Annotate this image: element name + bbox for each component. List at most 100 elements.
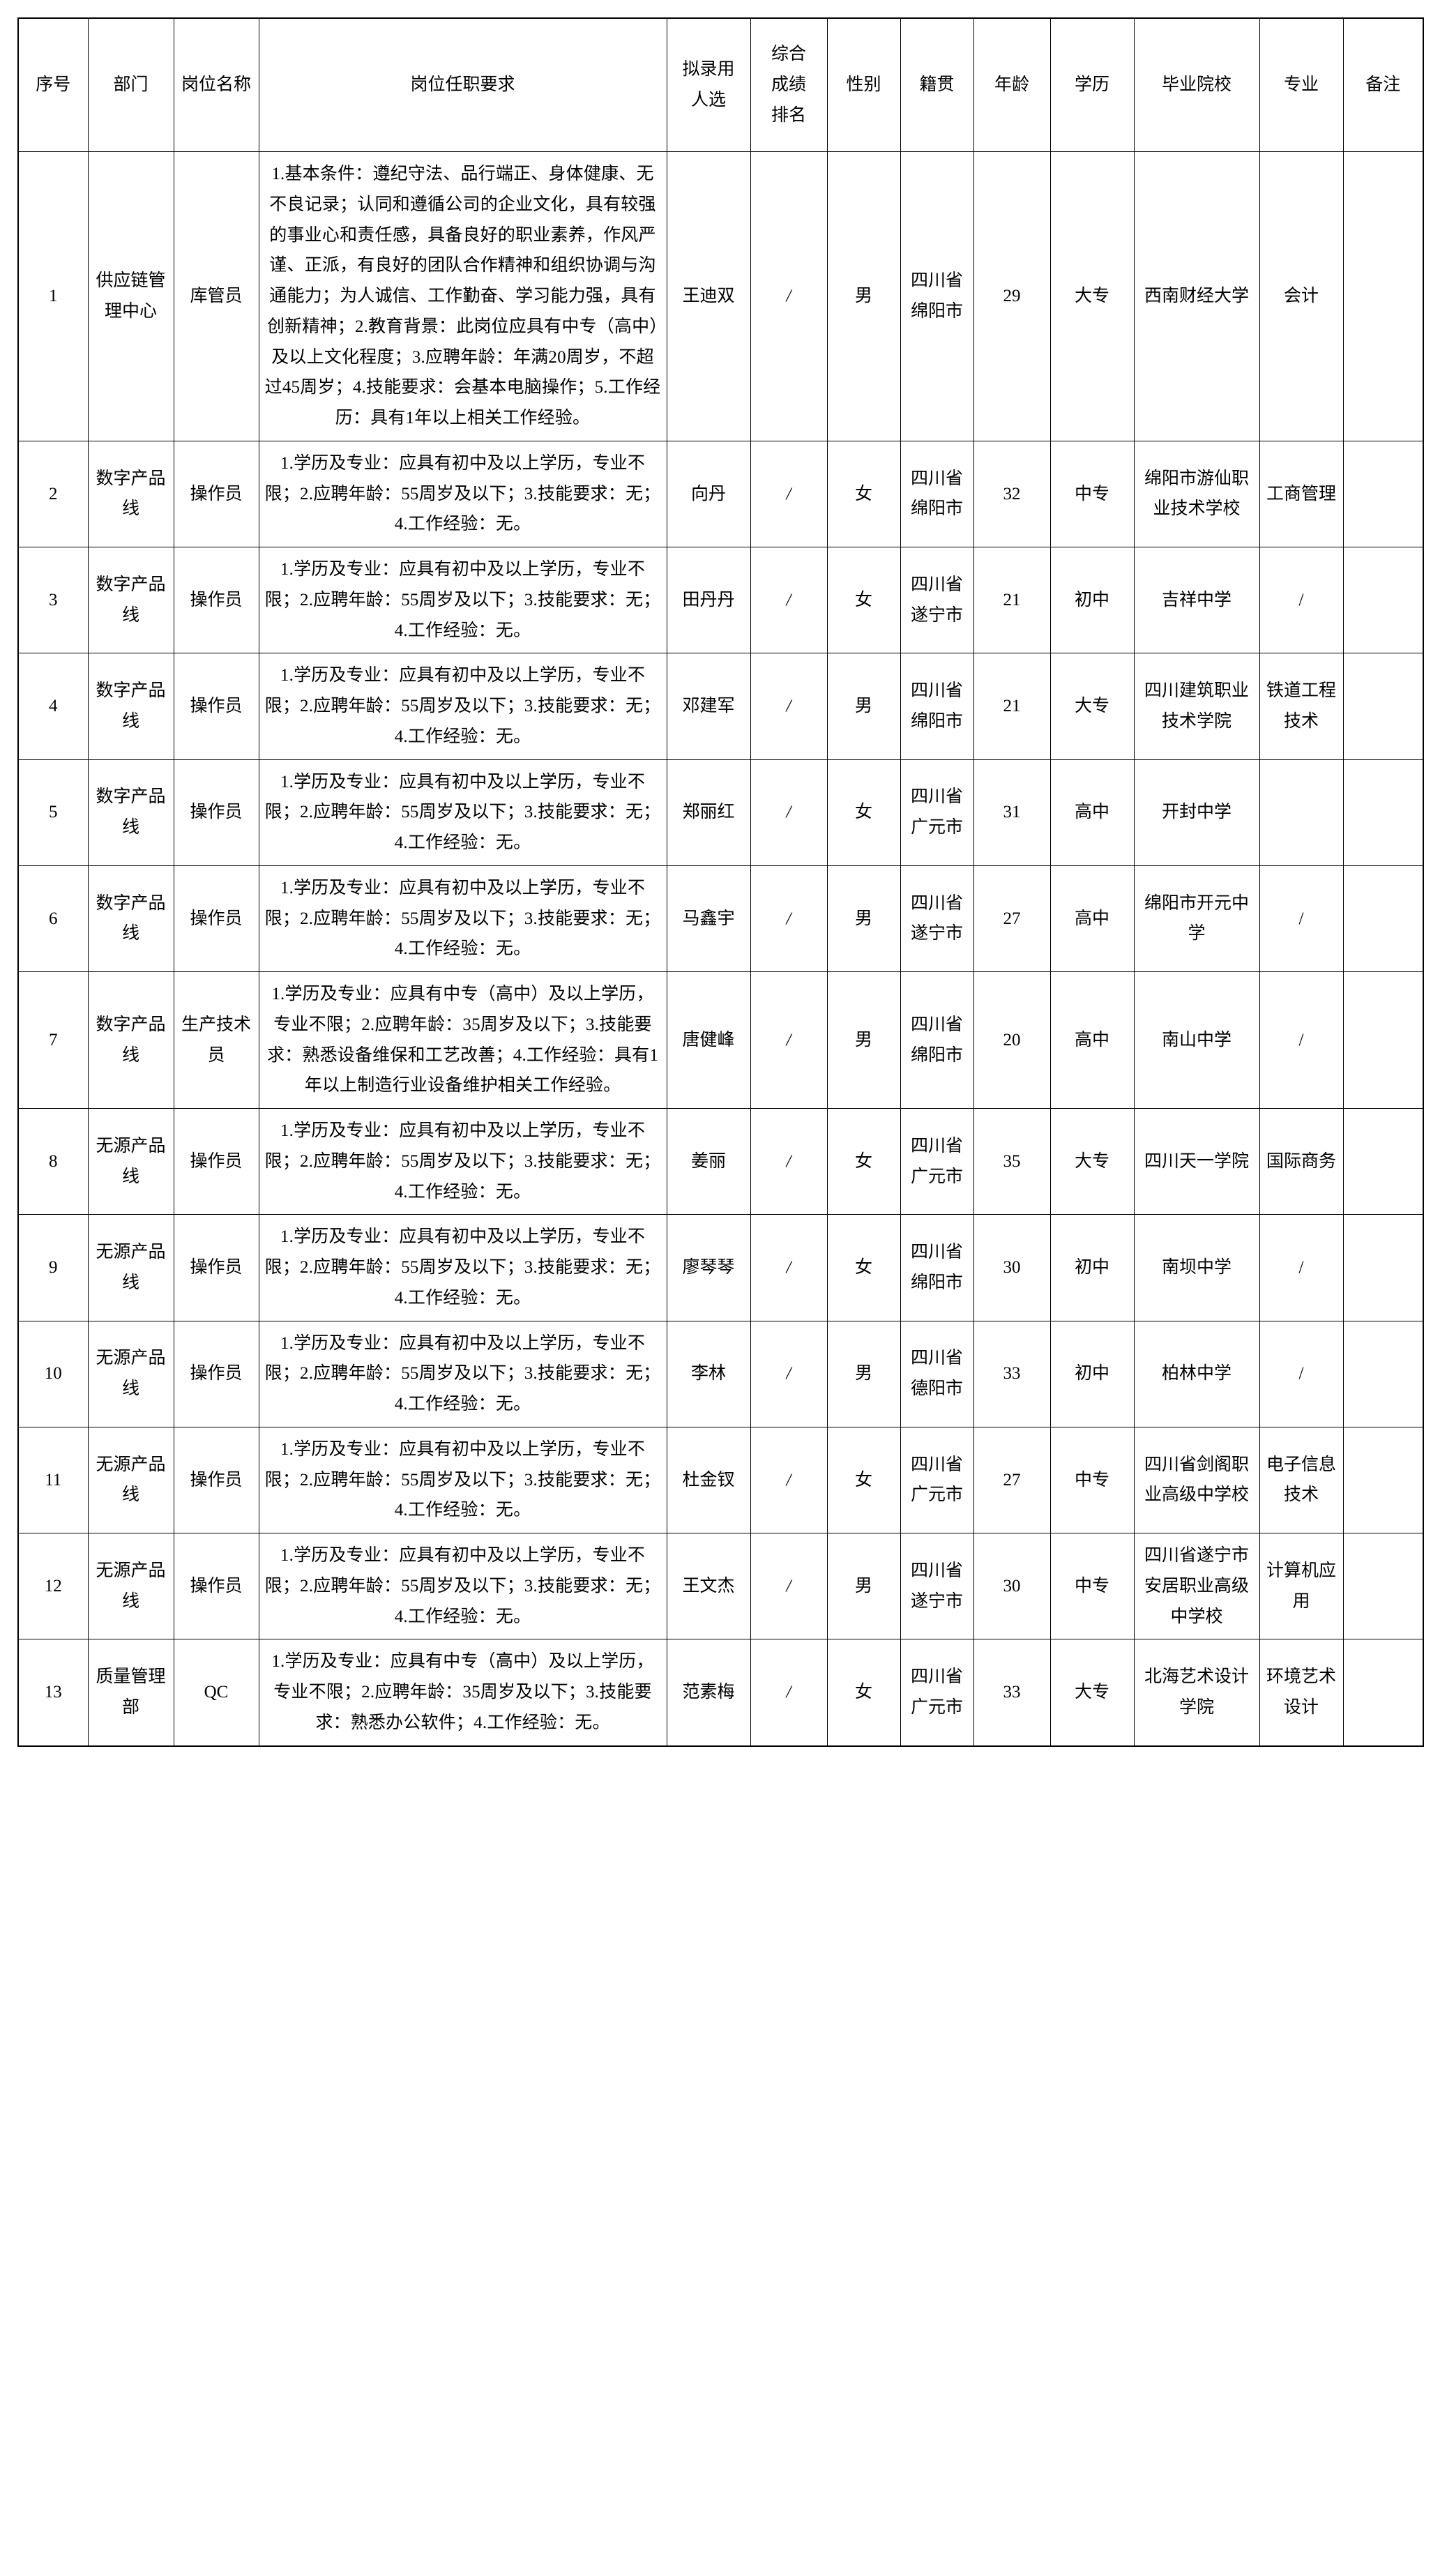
- cell-education: 初中: [1049, 1214, 1135, 1321]
- cell-origin: 四川省绵阳市: [900, 440, 974, 548]
- cell-age: 31: [973, 759, 1051, 866]
- cell-sex: 男: [826, 1320, 901, 1427]
- cell-school: 四川省遂宁市安居职业高级中学校: [1133, 1532, 1260, 1640]
- cell-age: 35: [973, 1107, 1051, 1215]
- cell-sex: 男: [826, 151, 901, 441]
- cell-education: 中专: [1049, 440, 1135, 548]
- cell-candidate: 马鑫宇: [666, 865, 751, 973]
- cell-note: [1342, 1426, 1424, 1534]
- cell-dept: 数字产品线: [87, 759, 174, 866]
- table-body: 1 供应链管理中心 库管员 1.基本条件：遵纪守法、品行端正、身体健康、无不良记录；认…: [17, 151, 1424, 1746]
- table-row: 11 无源产品线 操作员 1.学历及专业：应具有初中及以上学历，专业不限；2.应聘年龄…: [17, 1426, 1424, 1534]
- cell-age: 33: [973, 1320, 1051, 1427]
- table-row: 8 无源产品线 操作员 1.学历及专业：应具有初中及以上学历，专业不限；2.应聘年龄：…: [17, 1107, 1424, 1215]
- cell-dept: 数字产品线: [87, 440, 174, 548]
- cell-seq: 1: [17, 151, 89, 441]
- col-header-score-line2: 成绩: [771, 75, 806, 95]
- cell-candidate: 范素梅: [666, 1639, 751, 1746]
- cell-candidate: 杜金钗: [666, 1426, 751, 1534]
- col-header-requirements: 岗位任职要求: [258, 17, 667, 152]
- cell-score-rank: /: [750, 1320, 828, 1427]
- cell-candidate: 李林: [666, 1320, 751, 1427]
- cell-sex: 女: [826, 759, 901, 866]
- cell-education: 高中: [1049, 759, 1135, 866]
- col-header-school: 毕业院校: [1133, 17, 1260, 152]
- col-header-origin: 籍贯: [900, 17, 974, 152]
- cell-note: [1342, 1639, 1424, 1746]
- cell-origin: 四川省德阳市: [900, 1320, 974, 1427]
- cell-candidate: 郑丽红: [666, 759, 751, 866]
- cell-seq: 8: [17, 1107, 89, 1215]
- cell-note: [1342, 865, 1424, 973]
- col-header-candidate: 拟录用 人选: [666, 17, 751, 152]
- cell-note: [1342, 546, 1424, 654]
- cell-requirements: 1.学历及专业：应具有初中及以上学历，专业不限；2.应聘年龄：55周岁及以下；3…: [258, 546, 667, 654]
- col-header-candidate-line2: 人选: [690, 91, 726, 109]
- cell-education: 大专: [1049, 151, 1135, 441]
- cell-origin: 四川省绵阳市: [900, 971, 974, 1109]
- cell-candidate: 姜丽: [666, 1107, 751, 1215]
- cell-major: 会计: [1259, 151, 1344, 441]
- cell-major: /: [1259, 865, 1344, 973]
- cell-education: 中专: [1049, 1426, 1135, 1534]
- cell-post: 操作员: [173, 1107, 259, 1215]
- cell-age: 21: [973, 653, 1051, 760]
- cell-score-rank: /: [750, 1107, 828, 1215]
- cell-candidate: 唐健峰: [666, 971, 751, 1109]
- cell-sex: 女: [826, 1639, 901, 1746]
- cell-score-rank: /: [750, 653, 828, 760]
- cell-requirements: 1.学历及专业：应具有初中及以上学历，专业不限；2.应聘年龄：55周岁及以下；3…: [258, 440, 667, 548]
- cell-candidate: 向丹: [666, 440, 751, 548]
- cell-post: 操作员: [173, 440, 259, 548]
- cell-origin: 四川省广元市: [900, 1426, 974, 1534]
- cell-note: [1342, 1320, 1424, 1427]
- cell-score-rank: /: [750, 1214, 828, 1321]
- col-header-age: 年龄: [973, 17, 1051, 152]
- cell-seq: 6: [17, 865, 89, 973]
- cell-education: 大专: [1049, 1639, 1135, 1746]
- cell-origin: 四川省遂宁市: [900, 865, 974, 973]
- cell-age: 32: [973, 440, 1051, 548]
- cell-post: 库管员: [173, 151, 259, 441]
- cell-dept: 无源产品线: [87, 1214, 174, 1321]
- cell-dept: 无源产品线: [87, 1532, 174, 1640]
- cell-major: 铁道工程技术: [1259, 653, 1344, 760]
- col-header-score-line3: 排名: [771, 105, 806, 125]
- cell-age: 27: [973, 865, 1051, 973]
- cell-seq: 7: [17, 971, 89, 1109]
- table-header-row: 序号 部门 岗位名称 岗位任职要求 拟录用 人选 综合 成绩 排名 性别 籍贯 …: [17, 17, 1424, 152]
- cell-school: 绵阳市游仙职业技术学校: [1133, 440, 1260, 548]
- cell-note: [1342, 440, 1424, 548]
- cell-requirements: 1.基本条件：遵纪守法、品行端正、身体健康、无不良记录；认同和遵循公司的企业文化…: [258, 151, 667, 441]
- cell-requirements: 1.学历及专业：应具有初中及以上学历，专业不限；2.应聘年龄：55周岁及以下；3…: [258, 1320, 667, 1427]
- col-header-education: 学历: [1049, 17, 1135, 152]
- cell-education: 高中: [1049, 971, 1135, 1109]
- cell-school: 吉祥中学: [1133, 546, 1260, 654]
- cell-candidate: 廖琴琴: [666, 1214, 751, 1321]
- cell-origin: 四川省遂宁市: [900, 1532, 974, 1640]
- cell-post: 操作员: [173, 1532, 259, 1640]
- cell-education: 大专: [1049, 653, 1135, 760]
- col-header-major: 专业: [1259, 17, 1344, 152]
- cell-major: /: [1259, 1214, 1344, 1321]
- cell-sex: 女: [826, 1426, 901, 1534]
- col-header-sex: 性别: [826, 17, 901, 152]
- cell-origin: 四川省广元市: [900, 1639, 974, 1746]
- cell-seq: 3: [17, 546, 89, 654]
- cell-education: 初中: [1049, 1320, 1135, 1427]
- cell-post: 操作员: [173, 653, 259, 760]
- cell-origin: 四川省广元市: [900, 1107, 974, 1215]
- cell-score-rank: /: [750, 1426, 828, 1534]
- cell-age: 21: [973, 546, 1051, 654]
- cell-candidate: 王迪双: [666, 151, 751, 441]
- col-header-score-rank: 综合 成绩 排名: [750, 17, 828, 152]
- cell-note: [1342, 1532, 1424, 1640]
- cell-seq: 4: [17, 653, 89, 760]
- table-row: 5 数字产品线 操作员 1.学历及专业：应具有初中及以上学历，专业不限；2.应聘年龄：…: [17, 759, 1424, 866]
- cell-post: 操作员: [173, 759, 259, 866]
- cell-age: 27: [973, 1426, 1051, 1534]
- table-row: 12 无源产品线 操作员 1.学历及专业：应具有初中及以上学历，专业不限；2.应聘年龄…: [17, 1532, 1424, 1640]
- cell-note: [1342, 1107, 1424, 1215]
- cell-major: /: [1259, 971, 1344, 1109]
- cell-requirements: 1.学历及专业：应具有初中及以上学历，专业不限；2.应聘年龄：55周岁及以下；3…: [258, 1214, 667, 1321]
